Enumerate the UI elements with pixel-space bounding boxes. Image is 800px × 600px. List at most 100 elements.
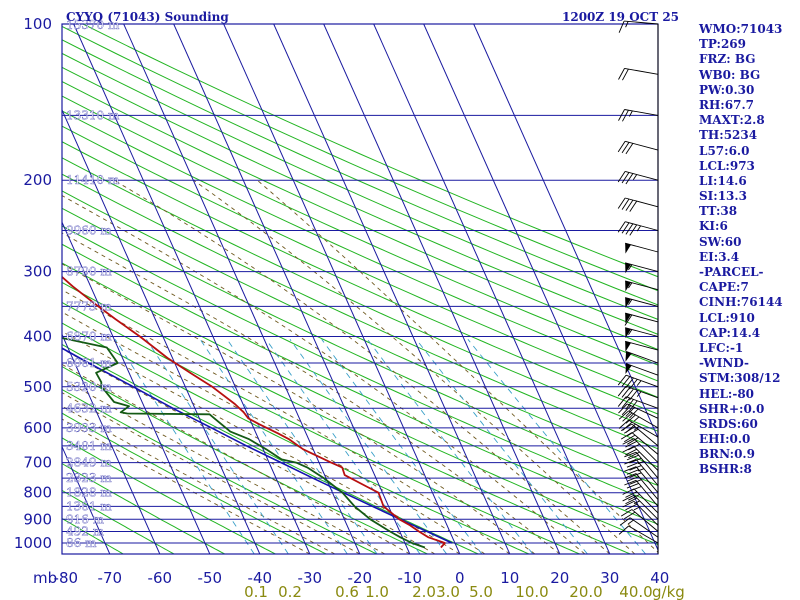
- wind-barb: [625, 280, 659, 292]
- dry-adiabat: [62, 412, 327, 554]
- isotherm: [73, 24, 311, 554]
- wind-barb: [617, 221, 659, 236]
- wind-barb-full: [621, 198, 630, 210]
- moist-adiabat: [62, 363, 411, 554]
- temperature-tick-label: 40: [650, 569, 669, 587]
- index-item: BRN:0.9: [699, 447, 755, 462]
- wind-barb-staff: [625, 297, 659, 307]
- wind-barb: [622, 446, 659, 471]
- wind-barb-staff: [635, 459, 659, 486]
- wind-pennant: [625, 327, 631, 339]
- dry-adiabat: [62, 343, 479, 554]
- wind-barb-full: [621, 172, 630, 184]
- dry-adiabat: [62, 52, 658, 320]
- wind-barb-half: [637, 460, 645, 465]
- moist-adiabat: [62, 232, 561, 554]
- temperature-tick-label: -40: [248, 569, 273, 587]
- wind-pennant: [625, 297, 631, 309]
- wind-barb-staff: [625, 262, 659, 273]
- pressure-tick-label: 700: [23, 454, 52, 472]
- index-item: STM:308/12: [699, 371, 781, 386]
- wind-barb-staff: [625, 140, 659, 151]
- pressure-tick-label: 600: [23, 419, 52, 437]
- index-item: RH:67.7: [699, 97, 754, 112]
- temperature-tick-label: 0: [455, 569, 465, 587]
- index-item: WB0: BG: [699, 67, 761, 82]
- mixing-ratio-line: [367, 339, 534, 554]
- pressure-tick-label: 500: [23, 378, 52, 396]
- mixing-ratio-line: [321, 339, 483, 554]
- wind-barb-full: [617, 385, 627, 397]
- height-label: 5320 m: [66, 380, 112, 394]
- index-item: PW:0.30: [699, 82, 755, 97]
- wind-barb-full: [621, 222, 630, 234]
- wind-barb-staff: [628, 419, 659, 438]
- mixing-ratio-line: [289, 339, 448, 554]
- mixing-ratio-label: 2.0: [412, 583, 436, 600]
- isotherm: [123, 24, 361, 554]
- wind-barb: [617, 197, 659, 212]
- isotherm: [0, 24, 10, 554]
- height-label: 916 m: [66, 512, 105, 526]
- height-label: 492 m: [66, 524, 105, 538]
- wind-barb-staff: [625, 170, 659, 181]
- wind-barb-full: [625, 143, 634, 155]
- wind-barb-full: [625, 377, 634, 389]
- wind-barb: [625, 262, 659, 274]
- wind-barb-full: [618, 525, 629, 535]
- wind-barb-staff: [628, 525, 659, 544]
- mixing-ratio-label: 0.6: [335, 583, 359, 600]
- isotherm: [473, 24, 658, 439]
- index-item: SRDS:60: [699, 416, 758, 431]
- wind-barb-staff: [635, 466, 659, 493]
- wind-barb-full: [626, 462, 639, 468]
- wind-barb-full: [625, 448, 637, 456]
- index-item: BSHR:8: [699, 462, 752, 477]
- wind-barb-staff: [631, 432, 659, 455]
- wind-barb-full: [624, 479, 637, 486]
- wind-barb-staff: [625, 312, 659, 323]
- wind-barb-staff: [624, 20, 659, 25]
- wind-barb: [619, 517, 659, 538]
- wind-barb-staff: [635, 480, 659, 507]
- wind-barb-full: [625, 388, 634, 400]
- isotherm: [323, 24, 561, 554]
- wind-barb: [622, 494, 659, 520]
- wind-barb-full: [625, 407, 635, 417]
- chart-title: CYYQ (71043) Sounding: [66, 10, 229, 24]
- wind-barb-staff: [625, 221, 659, 231]
- wind-barb-full: [624, 434, 636, 443]
- wind-barb-full: [618, 419, 629, 429]
- dry-adiabat: [62, 95, 658, 366]
- wind-barb-full: [624, 473, 637, 479]
- isotherm: [62, 445, 111, 554]
- dry-adiabat: [62, 80, 658, 351]
- wind-barb-half: [633, 500, 640, 505]
- index-item: CAPE:7: [699, 280, 749, 295]
- wind-barb-half: [636, 225, 641, 232]
- index-item: CAP:14.4: [699, 325, 761, 340]
- mixing-ratio-label: 10.0: [515, 583, 548, 600]
- height-label: 8790 m: [66, 265, 112, 279]
- temperature-trace: [62, 275, 446, 549]
- wind-barb-full: [618, 410, 629, 420]
- index-item: TP:269: [699, 37, 747, 52]
- index-item: -WIND-: [699, 356, 749, 371]
- wind-barb-full: [625, 199, 634, 211]
- wind-barb-half: [633, 416, 640, 422]
- wind-barb-staff: [625, 327, 659, 337]
- wind-barb-full: [626, 476, 639, 482]
- wind-barb-full: [622, 109, 629, 122]
- isotherm: [223, 24, 461, 554]
- wind-barb-full: [624, 451, 637, 458]
- wind-barb: [617, 374, 659, 390]
- wind-barb-full: [627, 428, 639, 437]
- wind-pennant: [625, 262, 631, 274]
- wind-barb-full: [629, 378, 638, 390]
- dry-adiabat: [62, 39, 658, 306]
- moist-adiabat: [62, 348, 436, 554]
- wind-barb-staff: [624, 67, 659, 75]
- wind-barb: [625, 297, 659, 309]
- wind-barb: [617, 170, 659, 185]
- height-label: 6870 m: [66, 330, 112, 344]
